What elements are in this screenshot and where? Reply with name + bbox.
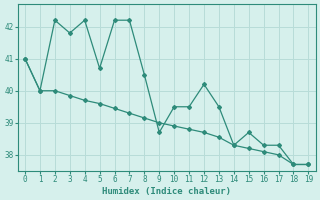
- X-axis label: Humidex (Indice chaleur): Humidex (Indice chaleur): [102, 187, 231, 196]
